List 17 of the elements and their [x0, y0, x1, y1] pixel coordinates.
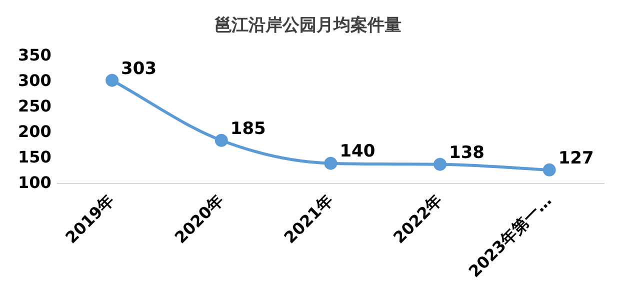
point	[324, 156, 338, 170]
data-label: 185	[230, 118, 266, 139]
data-label: 127	[558, 148, 594, 168]
y-tick-label: 300	[18, 71, 52, 90]
y-tick-label: 250	[18, 96, 52, 116]
point	[214, 134, 228, 147]
point	[106, 74, 119, 87]
point	[542, 163, 556, 176]
data-label: 140	[340, 142, 376, 162]
y-tick-label: 150	[18, 147, 52, 166]
y-tick-label: 200	[18, 122, 52, 141]
y-tick-label: 100	[18, 172, 52, 192]
chart-title: 邕江沿岸公园月均案件量	[214, 14, 402, 36]
data-label: 303	[121, 58, 157, 79]
y-tick-label: 350	[18, 46, 52, 65]
point	[434, 158, 447, 171]
data-label: 138	[449, 142, 485, 163]
